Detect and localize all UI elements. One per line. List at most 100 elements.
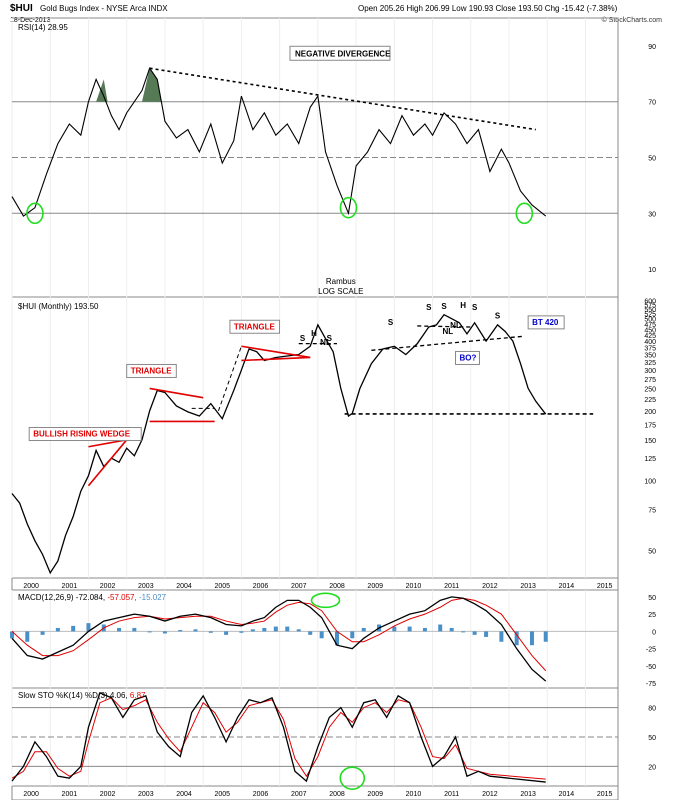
annotation-box bbox=[289, 45, 391, 61]
price-y-tick: 500 bbox=[644, 317, 656, 324]
header-name: Gold Bugs Index - NYSE Arca INDX bbox=[40, 4, 168, 13]
price-y-tick: 175 bbox=[644, 422, 656, 429]
wedge-lower-line bbox=[87, 439, 128, 487]
macd-histogram-bar bbox=[250, 629, 255, 632]
macd-histogram-bar bbox=[285, 626, 290, 632]
year-tick-label: 2003 bbox=[138, 791, 154, 798]
log-scale-label: LOG SCALE bbox=[318, 287, 363, 296]
price-y-tick: 150 bbox=[644, 438, 656, 445]
price-y-tick: 525 bbox=[644, 312, 656, 319]
macd-histogram-bar bbox=[543, 631, 548, 642]
annotation-box bbox=[455, 350, 481, 365]
green-circle bbox=[26, 202, 44, 225]
rambus-label: Rambus bbox=[326, 277, 356, 286]
price-y-tick: 275 bbox=[644, 377, 656, 384]
sto-d-line bbox=[11, 697, 546, 780]
macd-histogram-bar bbox=[224, 631, 229, 635]
year-axis-band bbox=[11, 577, 619, 591]
macd-y-tick: 25 bbox=[648, 612, 656, 619]
year-tick-label: 2015 bbox=[597, 583, 613, 590]
annotation-bo: BO? bbox=[460, 353, 477, 362]
price-title: $HUI (Monthly) 193.50 bbox=[18, 302, 99, 311]
year-tick-label: 2007 bbox=[291, 791, 307, 798]
year-tick-label: 2002 bbox=[100, 791, 116, 798]
macd-histogram-bar bbox=[10, 631, 14, 639]
annotation-bullish-rising-wedge: BULLISH RISING WEDGE bbox=[33, 430, 131, 439]
year-tick-label: 2001 bbox=[62, 583, 78, 590]
pattern-letter: S bbox=[472, 303, 478, 312]
green-circle bbox=[310, 592, 341, 609]
macd-y-tick: -25 bbox=[646, 647, 656, 654]
pattern-letter: S bbox=[388, 318, 394, 327]
macd-histogram-bar bbox=[178, 630, 183, 632]
macd-histogram-bar bbox=[472, 631, 477, 635]
macd-histogram-bar bbox=[40, 631, 45, 635]
macd-histogram-bar bbox=[86, 623, 91, 632]
annotation-triangle-1: TRIANGLE bbox=[131, 366, 173, 375]
price-y-tick: 100 bbox=[644, 479, 656, 486]
price-y-tick: 200 bbox=[644, 409, 656, 416]
macd-histogram-bar bbox=[25, 631, 30, 642]
year-tick-label: 2011 bbox=[444, 791, 459, 798]
sto-y-tick: 20 bbox=[648, 764, 656, 771]
macd-histogram-bar bbox=[162, 631, 167, 634]
macd-histogram-bar bbox=[514, 631, 519, 646]
macd-histogram-bar bbox=[193, 629, 198, 632]
macd-histogram-bar bbox=[55, 627, 60, 632]
year-tick-label: 2012 bbox=[482, 583, 498, 590]
macd-y-tick: 50 bbox=[648, 595, 656, 602]
macd-histogram-bar bbox=[308, 631, 313, 635]
macd-signal-line bbox=[11, 597, 547, 672]
macd-histogram-bar bbox=[147, 631, 152, 633]
macd-histogram-bar bbox=[422, 627, 427, 632]
year-tick-label: 2001 bbox=[62, 791, 78, 798]
rsi-line bbox=[11, 67, 547, 217]
price-y-tick: 300 bbox=[644, 368, 656, 375]
macd-hist-value: -15.027 bbox=[139, 593, 167, 602]
macd-histogram-bar bbox=[208, 631, 213, 633]
triangle2-lower-line bbox=[241, 356, 311, 362]
macd-y-tick: -75 bbox=[646, 681, 656, 688]
pattern-letter: S bbox=[327, 334, 333, 343]
rsi-y-tick: 30 bbox=[648, 211, 656, 218]
macd-histogram-bar bbox=[273, 626, 278, 632]
year-tick-label: 2012 bbox=[482, 791, 498, 798]
annotation-box bbox=[126, 363, 177, 378]
macd-histogram-bar bbox=[71, 625, 76, 632]
header-date: 18-Dec-2013 bbox=[10, 17, 51, 24]
year-tick-label: 2008 bbox=[329, 791, 345, 798]
rsi-y-tick: 50 bbox=[648, 156, 656, 163]
year-axis-band bbox=[11, 785, 619, 800]
price-y-tick: 400 bbox=[644, 339, 656, 346]
macd-histogram-bar bbox=[350, 631, 355, 639]
macd-histogram-bar bbox=[319, 631, 324, 639]
pattern-letter: S bbox=[426, 303, 432, 312]
macd-histogram-bar bbox=[499, 631, 504, 642]
year-tick-label: 2005 bbox=[214, 791, 230, 798]
price-y-tick: 225 bbox=[644, 397, 656, 404]
price-y-tick: 325 bbox=[644, 360, 656, 367]
price-y-tick: 125 bbox=[644, 456, 656, 463]
price-y-tick: 75 bbox=[648, 508, 656, 515]
year-tick-label: 2013 bbox=[520, 583, 536, 590]
price-y-tick: 550 bbox=[644, 307, 656, 314]
year-tick-label: 2013 bbox=[520, 791, 536, 798]
header-brand: © StockCharts.com bbox=[602, 16, 663, 24]
macd-histogram-bar bbox=[262, 627, 267, 632]
year-tick-label: 2014 bbox=[559, 791, 575, 798]
macd-histogram-bar bbox=[461, 631, 466, 633]
sto-k-line bbox=[11, 692, 546, 783]
negative-divergence-line bbox=[149, 67, 536, 131]
rsi-title: RSI(14) 28.95 bbox=[18, 23, 68, 32]
rsi-y-tick: 10 bbox=[648, 267, 656, 274]
neckline-top bbox=[417, 325, 471, 328]
macd-histogram-bar bbox=[407, 626, 412, 632]
year-tick-label: 2003 bbox=[138, 583, 154, 590]
pattern-letter: S bbox=[495, 312, 501, 321]
year-tick-label: 2015 bbox=[597, 791, 613, 798]
macd-histogram-bar bbox=[392, 626, 397, 632]
annotation-box bbox=[28, 427, 142, 442]
year-tick-label: 2000 bbox=[23, 583, 39, 590]
macd-histogram-bar bbox=[484, 631, 489, 637]
green-circle bbox=[339, 196, 358, 219]
